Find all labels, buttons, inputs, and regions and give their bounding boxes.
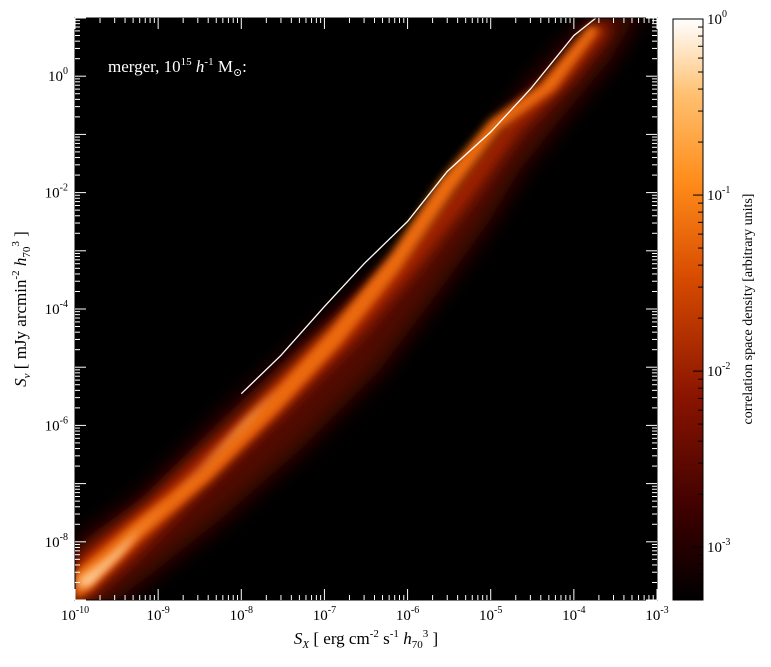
- x-tick-label: 10-8: [230, 605, 253, 624]
- x-tick-label: 10-4: [562, 605, 585, 624]
- y-axis-label: Sν [ mJy arcmin-2 h703 ]: [10, 231, 33, 387]
- x-tick-label: 10-3: [645, 605, 668, 624]
- y-axis-ticks: 10-8 10-6 10-4 10-2 100: [45, 17, 657, 601]
- colorbar: [672, 18, 704, 601]
- colorbar-tick-label: 10-3: [707, 537, 730, 556]
- y-tick-label: 10-2: [45, 183, 68, 202]
- colorbar-ticks: 10-3 10-2 10-1 100: [693, 9, 730, 587]
- density-heatmap: [75, 18, 636, 600]
- annotation: merger, 1015 h-1 M⊙:: [108, 56, 247, 79]
- x-tick-label: 10-5: [479, 605, 502, 624]
- colorbar-tick-label: 10-1: [707, 185, 730, 204]
- x-tick-label: 10-10: [61, 605, 89, 624]
- y-tick-label: 100: [48, 66, 68, 85]
- colorbar-tick-label: 10-2: [707, 361, 730, 380]
- colorbar-tick-label: 100: [707, 9, 727, 28]
- y-tick-label: 10-6: [45, 415, 68, 434]
- density-band-outer: [75, 20, 610, 600]
- density-band-core: [75, 25, 600, 600]
- y-tick-label: 10-4: [45, 299, 68, 318]
- x-tick-label: 10-6: [396, 605, 419, 624]
- median-relation-line: [240, 18, 597, 395]
- y-tick-label: 10-8: [45, 532, 68, 551]
- median-line-path: [240, 18, 597, 395]
- x-tick-label: 10-9: [146, 605, 169, 624]
- x-tick-label: 10-7: [313, 605, 336, 624]
- x-axis-ticks: 10-10 10-9 10-8 10-7 10-6 10-5 10-4 10-3: [61, 18, 669, 624]
- x-axis-label: SX [ erg cm-2 s-1 h703 ]: [294, 628, 438, 651]
- colorbar-label: correlation space density [arbitrary uni…: [741, 194, 756, 425]
